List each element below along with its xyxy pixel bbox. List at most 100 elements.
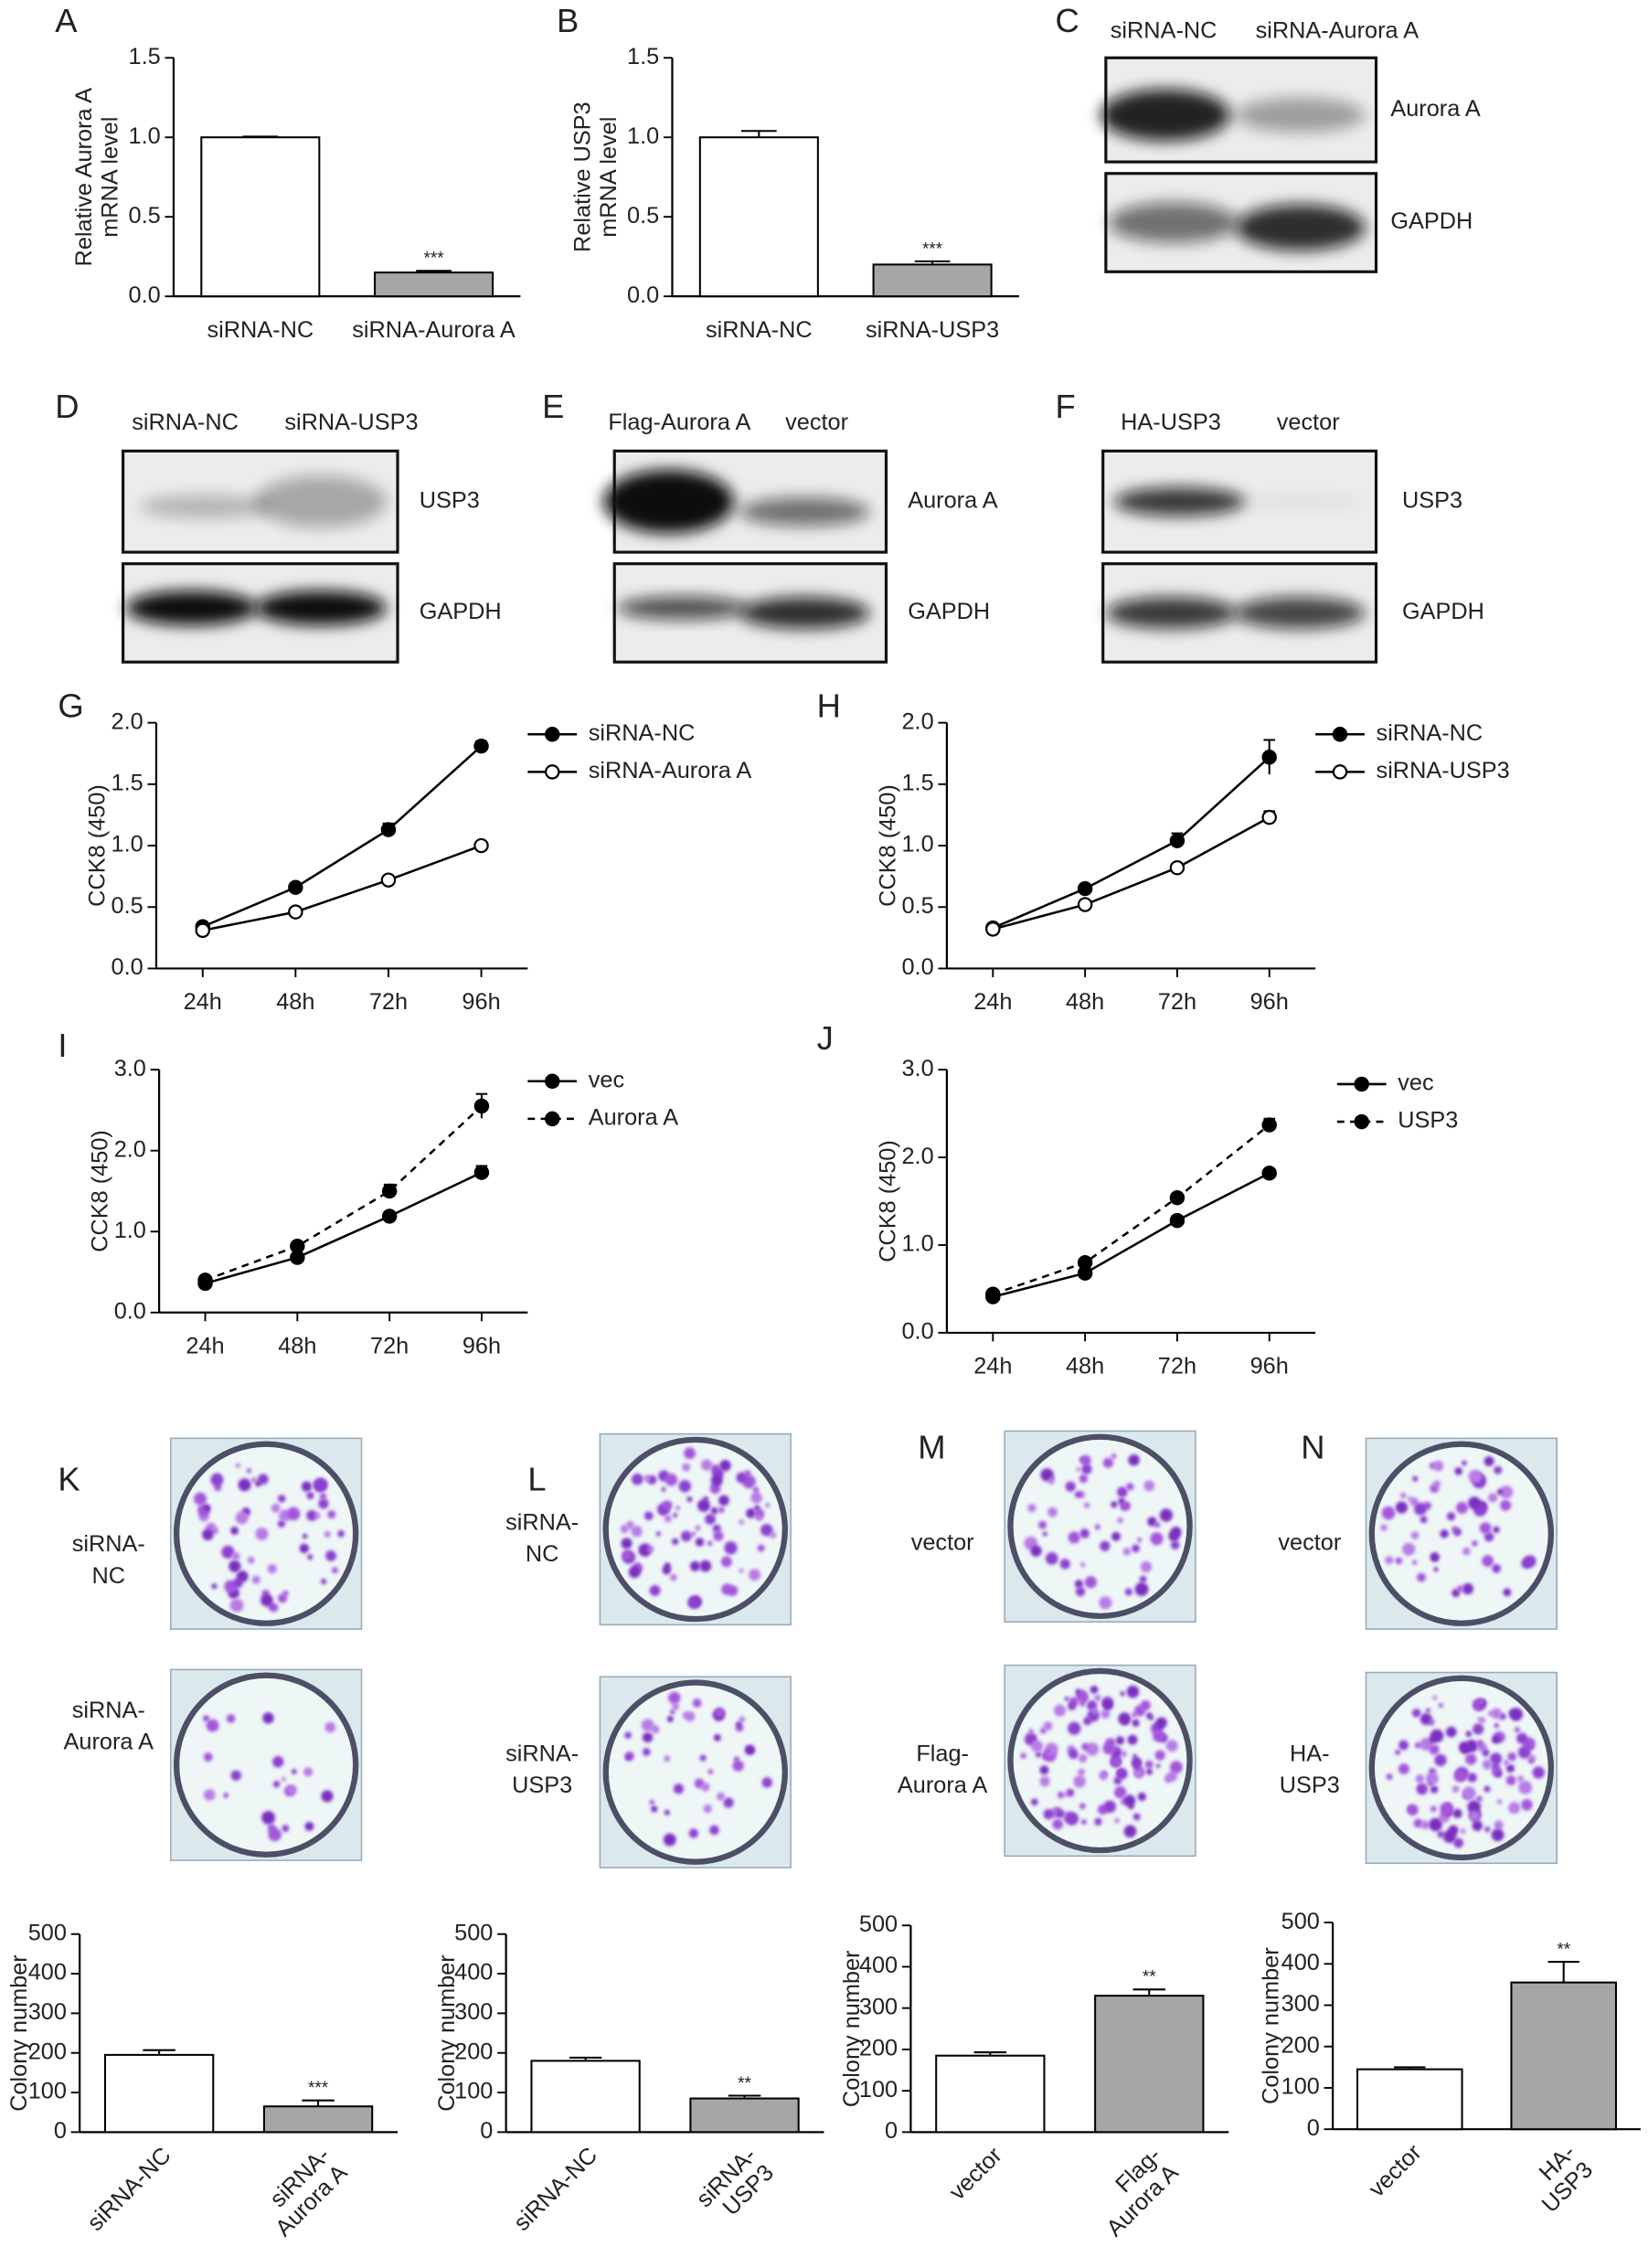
colony <box>1430 1805 1437 1813</box>
colony <box>1111 1752 1118 1759</box>
colony <box>1079 1474 1089 1484</box>
colony <box>1462 1582 1473 1595</box>
colony <box>331 1567 338 1574</box>
band-label: USP3 <box>420 487 480 513</box>
x-tick-label: 48h <box>1066 989 1104 1015</box>
colony <box>1381 1506 1396 1520</box>
colony <box>1473 1723 1484 1735</box>
y-tick-label: 0.5 <box>112 893 144 919</box>
colony <box>1398 1740 1409 1751</box>
y-tick-label: 0.0 <box>112 954 144 980</box>
colony <box>1170 1527 1182 1538</box>
colony <box>1482 1749 1490 1757</box>
colony <box>1090 1685 1099 1694</box>
y-axis-title: CCK8 (450) <box>875 1140 900 1262</box>
colony <box>1122 1501 1132 1511</box>
colony <box>1451 1785 1460 1794</box>
colony <box>1099 1771 1108 1781</box>
y-axis-title: Relative Aurora A <box>71 88 97 267</box>
colony <box>701 1783 710 1792</box>
colony <box>1462 1547 1471 1556</box>
colony <box>277 1593 288 1603</box>
colony <box>1433 1567 1439 1572</box>
colony <box>272 1780 281 1788</box>
colony <box>1453 1837 1464 1848</box>
colony <box>1494 1465 1503 1475</box>
significance-label: *** <box>308 2079 329 2098</box>
colony <box>703 1496 708 1502</box>
colony <box>1031 1740 1044 1752</box>
colony <box>1490 1752 1503 1765</box>
y-axis-title: mRNA level <box>98 117 123 238</box>
colony <box>1483 1785 1491 1793</box>
colony <box>688 1828 699 1838</box>
colony <box>1081 1464 1092 1475</box>
colony <box>1402 1542 1416 1556</box>
y-tick-label: 2.0 <box>112 708 144 734</box>
colony <box>1143 1480 1155 1492</box>
panel-letter: A <box>55 2 78 39</box>
colony <box>675 1506 681 1511</box>
marker <box>1169 833 1185 848</box>
colony <box>1085 1742 1100 1756</box>
colony <box>1429 1736 1437 1744</box>
marker <box>1077 880 1093 897</box>
marker <box>1169 860 1185 876</box>
marker <box>985 1286 1001 1302</box>
series-line <box>992 816 1271 931</box>
x-tick-label: 24h <box>184 989 222 1015</box>
colony <box>1150 1532 1164 1546</box>
colony <box>1047 1507 1058 1517</box>
colony <box>626 1520 634 1529</box>
colony <box>1132 1813 1141 1821</box>
colony <box>1083 1502 1090 1508</box>
y-tick-label: 400 <box>859 1953 898 1978</box>
x-tick-label: 96h <box>463 1333 501 1358</box>
lane-label: Flag-Aurora A <box>608 410 750 435</box>
colony <box>700 1459 713 1471</box>
well-label: Flag- <box>916 1741 969 1766</box>
lane-label: vector <box>785 410 848 435</box>
colony <box>1052 1818 1063 1830</box>
colony <box>230 1770 241 1781</box>
y-tick-label: 0.0 <box>627 282 659 308</box>
colony <box>1432 1695 1438 1700</box>
colony <box>697 1498 711 1512</box>
colony <box>1446 1512 1456 1521</box>
colony <box>641 1719 654 1732</box>
colony <box>247 1556 255 1564</box>
legend-label: siRNA-NC <box>589 720 696 746</box>
colony <box>321 1578 327 1585</box>
colony <box>1075 1586 1086 1597</box>
colony <box>306 1509 318 1521</box>
colony <box>663 1833 676 1847</box>
colony <box>1122 1548 1132 1556</box>
colony <box>1039 1765 1049 1775</box>
colony <box>1132 1719 1140 1727</box>
y-tick-label: 400 <box>28 1960 67 1986</box>
x-tick-label: vector <box>944 2143 1007 2206</box>
y-tick-label: 0.5 <box>902 893 934 919</box>
colony <box>319 1493 327 1500</box>
colony <box>710 1475 723 1486</box>
blot-frame <box>612 562 888 664</box>
colony <box>1426 1772 1439 1785</box>
colony <box>1491 1735 1500 1744</box>
blot-band <box>617 596 748 620</box>
colony <box>1412 1560 1418 1565</box>
colony <box>620 1525 629 1534</box>
colony <box>749 1569 761 1581</box>
colony <box>255 1480 261 1487</box>
colony <box>1491 1708 1502 1720</box>
x-tick-label: 72h <box>1158 1354 1196 1379</box>
colony <box>1153 1730 1165 1742</box>
bar <box>698 136 819 298</box>
colony <box>251 1477 257 1483</box>
colony <box>1133 1769 1143 1778</box>
legend-marker <box>545 727 560 742</box>
x-tick-label: 72h <box>369 989 408 1015</box>
colony <box>1120 1690 1125 1697</box>
legend-label: siRNA-Aurora A <box>589 758 752 783</box>
colony <box>246 1468 252 1474</box>
